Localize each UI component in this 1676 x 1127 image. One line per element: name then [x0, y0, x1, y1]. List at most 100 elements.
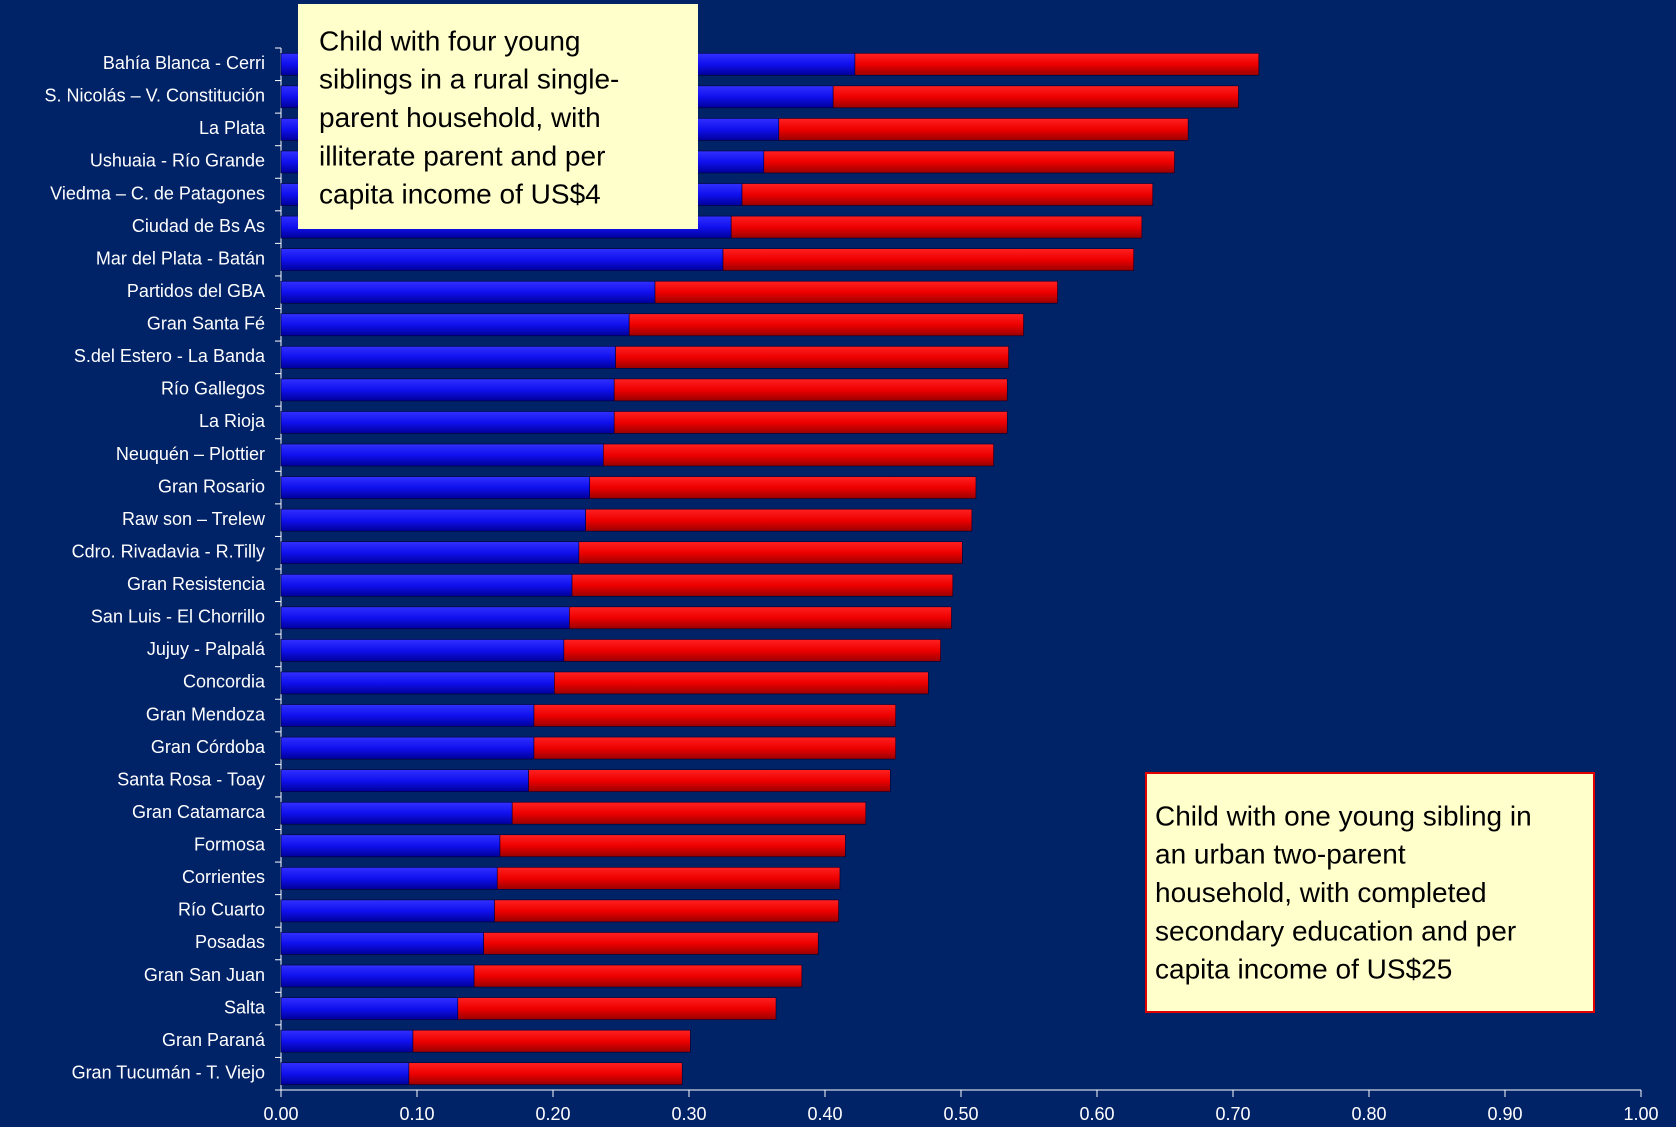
bar-segment — [280, 704, 535, 727]
x-tick-label: 0.70 — [1215, 1104, 1250, 1124]
annotation-text: Child with four young — [319, 25, 580, 56]
y-tick-label: Gran Resistencia — [127, 574, 266, 594]
bar-segment — [585, 508, 973, 532]
bar-segment — [832, 85, 1239, 109]
bar-segment — [280, 1062, 410, 1086]
y-tick-label: La Rioja — [199, 411, 266, 431]
bar-segment — [280, 899, 495, 923]
y-tick-label: Río Cuarto — [178, 900, 265, 920]
x-tick-label: 0.90 — [1487, 1104, 1522, 1124]
y-tick-label: Ushuaia - Río Grande — [90, 151, 265, 171]
bar-segment — [280, 411, 615, 434]
bar-segment — [280, 997, 459, 1020]
y-tick-label: Gran Paraná — [162, 1030, 266, 1050]
annotation-text: secondary education and per — [1155, 915, 1516, 946]
bar-segment — [499, 834, 846, 858]
annotation-text: illiterate parent and per — [319, 140, 605, 171]
bar-segment — [280, 313, 630, 337]
bar-segment — [280, 346, 616, 369]
y-tick-label: S.del Estero - La Banda — [74, 346, 266, 366]
bar-segment — [280, 541, 580, 565]
y-tick-label: Bahía Blanca - Cerri — [103, 53, 265, 73]
y-tick-label: Gran San Juan — [144, 965, 265, 985]
x-tick-label: 0.40 — [807, 1104, 842, 1124]
y-tick-label: Corrientes — [182, 867, 265, 887]
bar-segment — [603, 443, 994, 467]
y-tick-label: Ciudad de Bs As — [132, 216, 265, 236]
bar-segment — [763, 150, 1175, 174]
x-tick-label: 0.00 — [263, 1104, 298, 1124]
bar-segment — [412, 1029, 691, 1053]
bar-segment — [280, 769, 529, 792]
annotation-text: Child with one young sibling in — [1155, 800, 1532, 831]
x-tick-label: 0.10 — [399, 1104, 434, 1124]
bar-segment — [578, 541, 963, 565]
y-tick-label: Río Gallegos — [161, 379, 265, 399]
bar-segment — [280, 932, 484, 955]
bar-segment — [280, 443, 604, 467]
x-tick-label: 0.30 — [671, 1104, 706, 1124]
y-tick-label: Formosa — [194, 835, 266, 855]
bar-segment — [854, 52, 1260, 76]
annotation-text: an urban two-parent — [1155, 839, 1406, 870]
y-tick-label: Raw son – Trelew — [122, 509, 266, 529]
y-tick-label: Gran Catamarca — [132, 802, 266, 822]
bar-segment — [628, 313, 1024, 337]
bar-segment — [280, 671, 555, 695]
bar-segment — [280, 378, 615, 402]
bar-segment — [494, 899, 839, 923]
bar-segment — [511, 801, 867, 825]
bar-segment — [280, 508, 586, 532]
bar-segment — [457, 997, 777, 1020]
bar-segment — [528, 769, 891, 792]
y-tick-label: Cdro. Rivadavia - R.Tilly — [72, 541, 265, 561]
bar-segment — [533, 704, 897, 727]
bar-segment — [496, 867, 841, 890]
annotation-box — [1145, 772, 1595, 1013]
y-tick-label: Gran Tucumán - T. Viejo — [72, 1062, 265, 1082]
bar-segment — [569, 606, 952, 630]
bar-segment — [778, 118, 1189, 141]
bar-segment — [280, 280, 656, 304]
bar-segment — [483, 932, 819, 955]
bar-segment — [408, 1062, 683, 1086]
bar-segment — [280, 964, 475, 988]
bar-segment — [280, 801, 513, 825]
x-tick-label: 0.80 — [1351, 1104, 1386, 1124]
y-tick-label: Concordia — [183, 672, 266, 692]
y-tick-label: Salta — [224, 997, 266, 1017]
y-tick-label: Santa Rosa - Toay — [117, 769, 265, 789]
y-tick-label: Gran Rosario — [158, 476, 265, 496]
bar-segment — [730, 215, 1143, 239]
y-tick-label: Mar del Plata - Batán — [96, 248, 265, 268]
y-tick-label: Gran Santa Fé — [147, 314, 265, 334]
annotation-text: parent household, with — [319, 102, 601, 133]
bar-segment — [473, 964, 803, 988]
bar-segment — [280, 248, 724, 271]
bar-segment — [613, 378, 1008, 402]
bar-segment — [615, 346, 1009, 369]
y-tick-label: San Luis - El Chorrillo — [91, 607, 265, 627]
bar-segment — [654, 280, 1058, 304]
annotation-text: capita income of US$25 — [1155, 954, 1452, 985]
x-tick-label: 0.20 — [535, 1104, 570, 1124]
bar-segment — [563, 639, 941, 662]
annotation-box — [298, 4, 698, 229]
bar-segment — [613, 411, 1008, 434]
y-tick-label: Posadas — [195, 932, 265, 952]
bar-segment — [722, 248, 1135, 271]
y-tick-label: La Plata — [199, 118, 266, 138]
y-tick-label: S. Nicolás – V. Constitución — [45, 86, 265, 106]
bar-segment — [280, 573, 573, 597]
x-tick-label: 0.50 — [943, 1104, 978, 1124]
bar-segment — [741, 183, 1154, 206]
x-tick-label: 0.60 — [1079, 1104, 1114, 1124]
bar-segment — [280, 736, 535, 760]
y-tick-label: Neuquén – Plottier — [116, 444, 265, 464]
bar-segment — [280, 476, 591, 499]
annotation-text: household, with completed — [1155, 877, 1487, 908]
x-tick-label: 1.00 — [1623, 1104, 1658, 1124]
bar-segment — [280, 639, 565, 662]
annotation-text: siblings in a rural single- — [319, 64, 619, 95]
